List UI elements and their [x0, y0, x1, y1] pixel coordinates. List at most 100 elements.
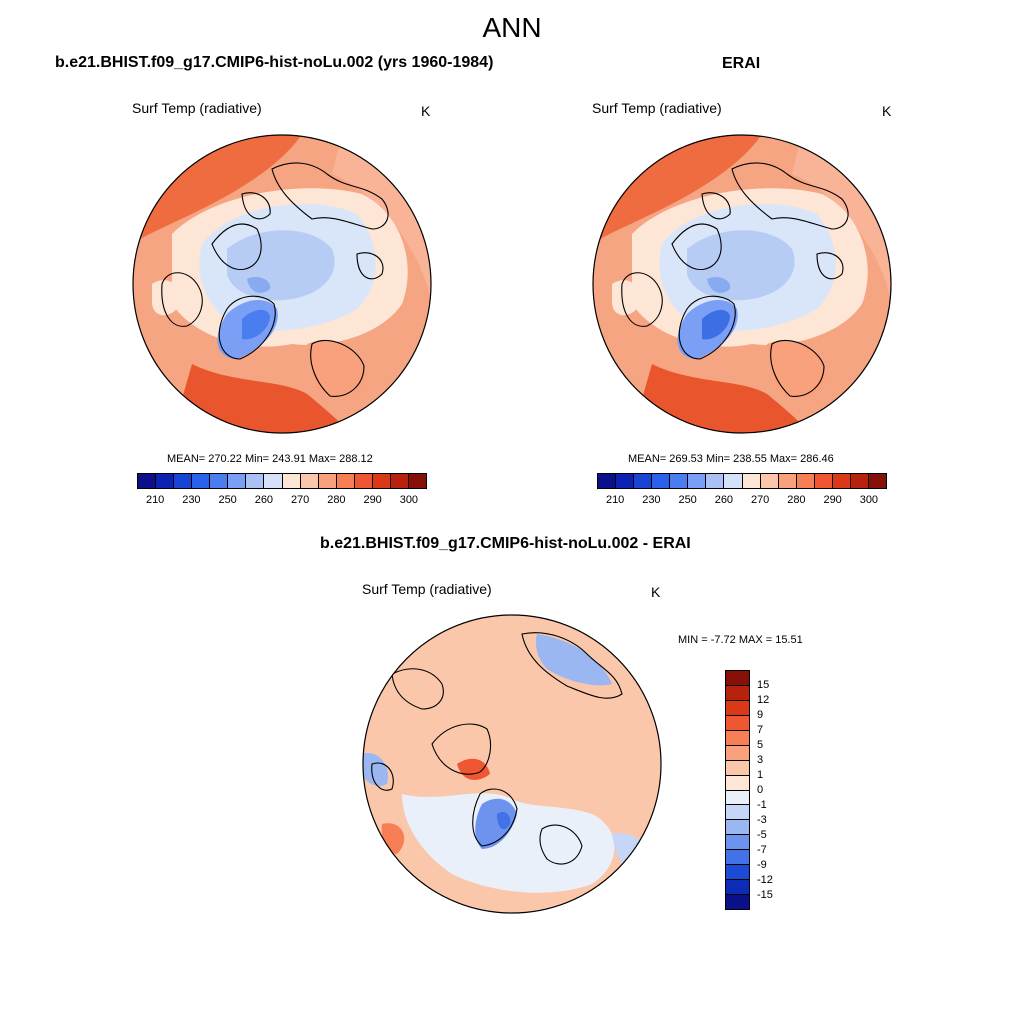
colorbar-tick-label: 270	[750, 494, 770, 506]
colorbar-swatch	[228, 474, 247, 488]
diff-units: K	[651, 584, 661, 600]
archipelago-cold	[247, 277, 271, 293]
colorbar-swatch	[246, 474, 265, 488]
colorbar-tick-label: -1	[757, 799, 767, 811]
map-boundary	[362, 614, 662, 914]
colorbar-tick-label: 3	[757, 754, 764, 766]
colorbar-swatch	[726, 671, 749, 686]
coastline	[770, 339, 825, 397]
greenland-core	[242, 309, 270, 340]
coastline	[271, 162, 389, 230]
coastlines	[621, 162, 849, 397]
colorbar-swatch	[156, 474, 175, 488]
colorbar-swatch	[688, 474, 707, 488]
coastlines	[371, 632, 623, 865]
cold-bias-pacific	[535, 634, 612, 686]
colorbar-tick-label: 260	[714, 494, 734, 506]
coastline	[539, 824, 583, 865]
colorbar-swatch	[634, 474, 653, 488]
coastline	[241, 192, 271, 220]
colorbar-tick-label: 7	[757, 724, 764, 736]
colorbar-swatch	[282, 474, 301, 488]
difference-field	[363, 615, 661, 913]
colorbar-tick-label: 290	[363, 494, 382, 506]
colorbar-tick-label: 230	[642, 494, 661, 506]
colorbar-tick-label: 210	[145, 494, 165, 506]
coastline	[678, 295, 736, 360]
obs-colorbar	[597, 473, 887, 489]
colorbar-swatch	[138, 474, 157, 488]
obs-field-name: Surf Temp (radiative)	[592, 100, 722, 116]
obs-colorbar-ticks: 210 230 250 260 270 280 290 300	[597, 494, 887, 508]
colorbar-swatch	[726, 700, 749, 716]
cold-bias-core	[497, 812, 511, 830]
cold-bias-greenland	[475, 798, 517, 849]
diff-colorbar-ticks: 15 12 9 7 5 3 1 0 -1 -3 -5 -7 -9 -12 -15	[757, 670, 797, 910]
diff-colorbar	[725, 670, 750, 910]
scandinavia-region	[307, 340, 367, 398]
cold-bias-east	[612, 833, 653, 878]
colorbar-swatch	[390, 474, 409, 488]
coastline	[371, 762, 394, 791]
colorbar-swatch	[726, 730, 749, 746]
colorbar-tick-label: 9	[757, 709, 764, 721]
alaska-region	[612, 280, 641, 316]
colorbar-tick-label: 300	[399, 494, 419, 506]
colorbar-swatch	[850, 474, 869, 488]
colorbar-swatch	[726, 805, 749, 821]
alaska-region	[152, 280, 181, 316]
colorbar-tick-label: 250	[678, 494, 697, 506]
coastlines	[161, 162, 389, 397]
coastline	[816, 252, 844, 280]
colorbar-swatch	[726, 820, 749, 836]
temperature-field	[133, 135, 431, 433]
colorbar-tick-label: -12	[757, 874, 773, 886]
colorbar-swatch	[300, 474, 319, 488]
colorbar-swatch	[726, 775, 749, 791]
colorbar-tick-label: 250	[218, 494, 237, 506]
model-colorbar	[137, 473, 427, 489]
colorbar-swatch	[174, 474, 193, 488]
map-boundary	[132, 134, 432, 434]
diff-stats: MIN = -7.72 MAX = 15.51	[678, 634, 803, 646]
coastline	[621, 272, 663, 327]
colorbar-swatch	[726, 895, 749, 909]
colorbar-swatch	[372, 474, 391, 488]
colorbar-tick-label: -7	[757, 844, 767, 856]
colorbar-swatch	[814, 474, 833, 488]
coastline	[161, 272, 203, 327]
colorbar-swatch	[726, 850, 749, 866]
coastline	[310, 339, 365, 397]
coastline	[701, 192, 731, 220]
colorbar-swatch	[726, 835, 749, 851]
map-boundary	[592, 134, 892, 434]
diff-field-name: Surf Temp (radiative)	[362, 581, 492, 597]
colorbar-swatch	[726, 865, 749, 881]
colorbar-tick-label: 1	[757, 769, 764, 781]
colorbar-swatch	[408, 474, 426, 488]
obs-stats: MEAN= 269.53 Min= 238.55 Max= 286.46	[628, 453, 834, 465]
model-colorbar-ticks: 210 230 250 260 270 280 290 300	[137, 494, 427, 508]
archipelago-cold	[707, 277, 731, 293]
colorbar-tick-label: -9	[757, 859, 767, 871]
coastline	[356, 252, 384, 280]
colorbar-swatch	[760, 474, 779, 488]
model-field-name: Surf Temp (radiative)	[132, 100, 262, 116]
greenland-core	[702, 309, 730, 340]
diff-polar-map	[362, 614, 662, 914]
colorbar-swatch	[652, 474, 671, 488]
obs-polar-map	[592, 134, 892, 434]
colorbar-swatch	[832, 474, 851, 488]
diff-panel-title: b.e21.BHIST.f09_g17.CMIP6-hist-noLu.002 …	[320, 535, 691, 552]
model-units: K	[421, 103, 431, 119]
colorbar-swatch	[318, 474, 337, 488]
colorbar-swatch	[796, 474, 815, 488]
neutral-region	[402, 793, 615, 893]
colorbar-tick-label: 260	[254, 494, 274, 506]
colorbar-tick-label: -15	[757, 889, 773, 901]
warm-atlantic-region	[632, 364, 812, 433]
obs-units: K	[882, 103, 892, 119]
colorbar-swatch	[670, 474, 689, 488]
colorbar-tick-label: -3	[757, 814, 767, 826]
colorbar-tick-label: 0	[757, 784, 764, 796]
